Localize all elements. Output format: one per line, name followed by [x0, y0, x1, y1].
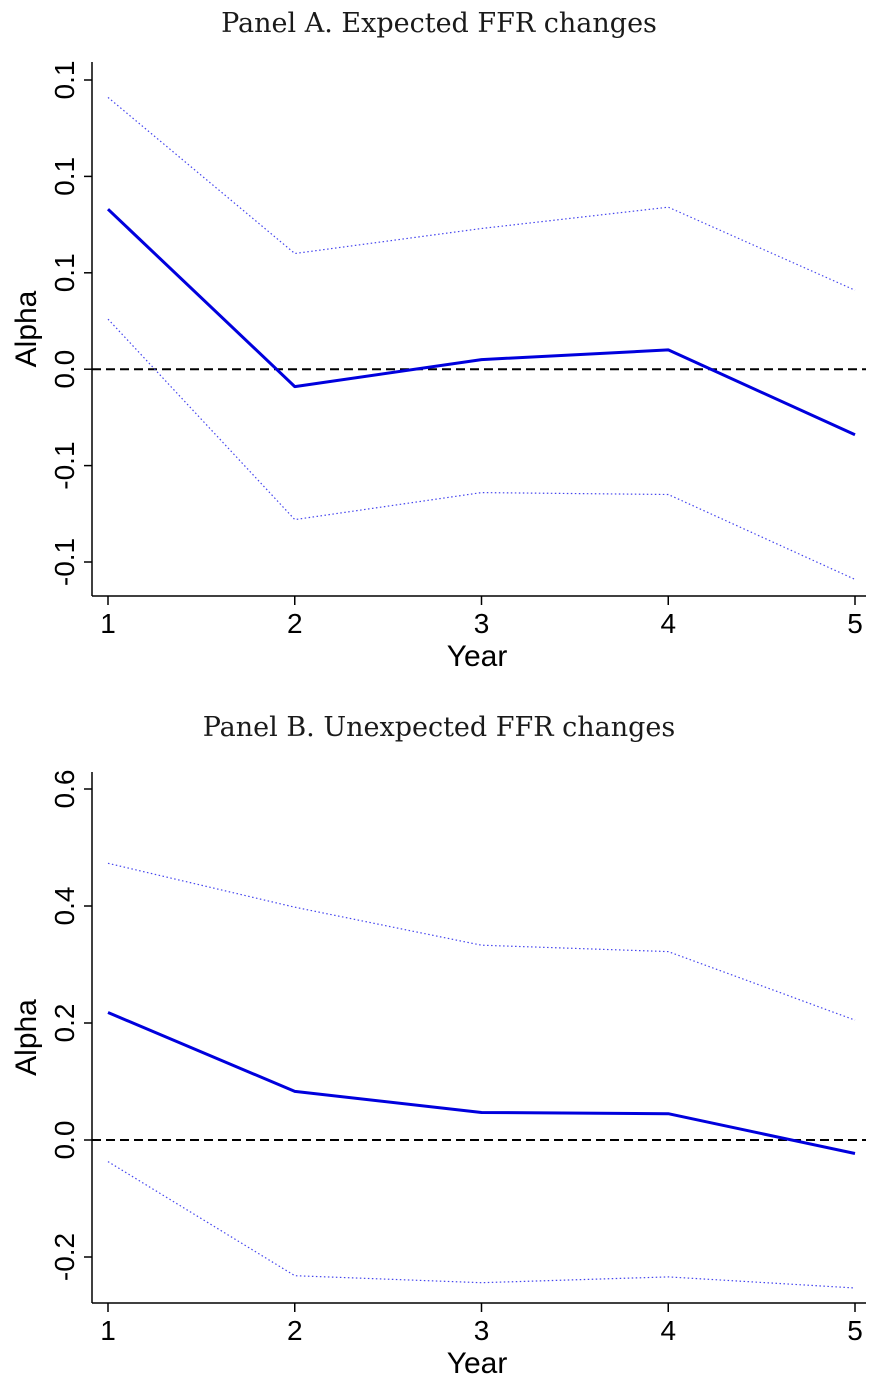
panel-a-y-tick-label: -0.1	[49, 538, 80, 586]
panel-b-lower-bound-line	[107, 1161, 856, 1289]
panel-a-x-tick-label: 3	[474, 608, 490, 639]
panel-a-x-tick-label: 4	[660, 608, 676, 639]
panel-b-x-tick-label: 3	[474, 1315, 490, 1346]
panel-a-estimate-line	[106, 208, 856, 437]
panel-a-upper-bound-line	[107, 96, 856, 291]
panel-b-estimate-line	[107, 1011, 856, 1155]
panel-b-x-tick-label: 1	[100, 1315, 116, 1346]
panel-a-x-tick-label: 5	[847, 608, 863, 639]
panel-b-y-tick-label: -0.2	[49, 1233, 80, 1281]
panel-b-x-tick-label: 5	[847, 1315, 863, 1346]
panel-a-y-axis-title: Alpha	[10, 290, 43, 367]
panel-b-title: Panel B. Unexpected FFR changes	[202, 712, 676, 743]
panel-b-upper-bound-line	[107, 862, 856, 1021]
panel-a-x-tick-label: 1	[100, 608, 116, 639]
panel-a-y-tick-label: 0.1	[49, 157, 80, 196]
panel-a-y-tick-label: 0.0	[49, 350, 80, 389]
panel-b-x-axis-title: Year	[447, 1347, 508, 1379]
panel-a-title: Panel A. Expected FFR changes	[221, 8, 657, 39]
panel-a-y-tick-label: -0.1	[49, 441, 80, 489]
panel-a-x-axis-title: Year	[447, 640, 508, 673]
panel-b-x-tick-label: 4	[660, 1315, 676, 1346]
panel-b-y-tick-label: 0.2	[49, 1004, 80, 1043]
panel-a-y-tick-label: 0.1	[49, 61, 80, 100]
panel-b-y-tick-label: 0.4	[49, 887, 80, 926]
panel-b-x-tick-label: 2	[287, 1315, 303, 1346]
panel-b-y-tick-label: 0.6	[49, 770, 80, 809]
panel-a-y-tick-label: 0.1	[49, 253, 80, 292]
panel-b-y-tick-label: 0.0	[49, 1121, 80, 1160]
panel-b-y-axis-title: Alpha	[10, 999, 43, 1076]
panel-a-x-tick-label: 2	[287, 608, 303, 639]
